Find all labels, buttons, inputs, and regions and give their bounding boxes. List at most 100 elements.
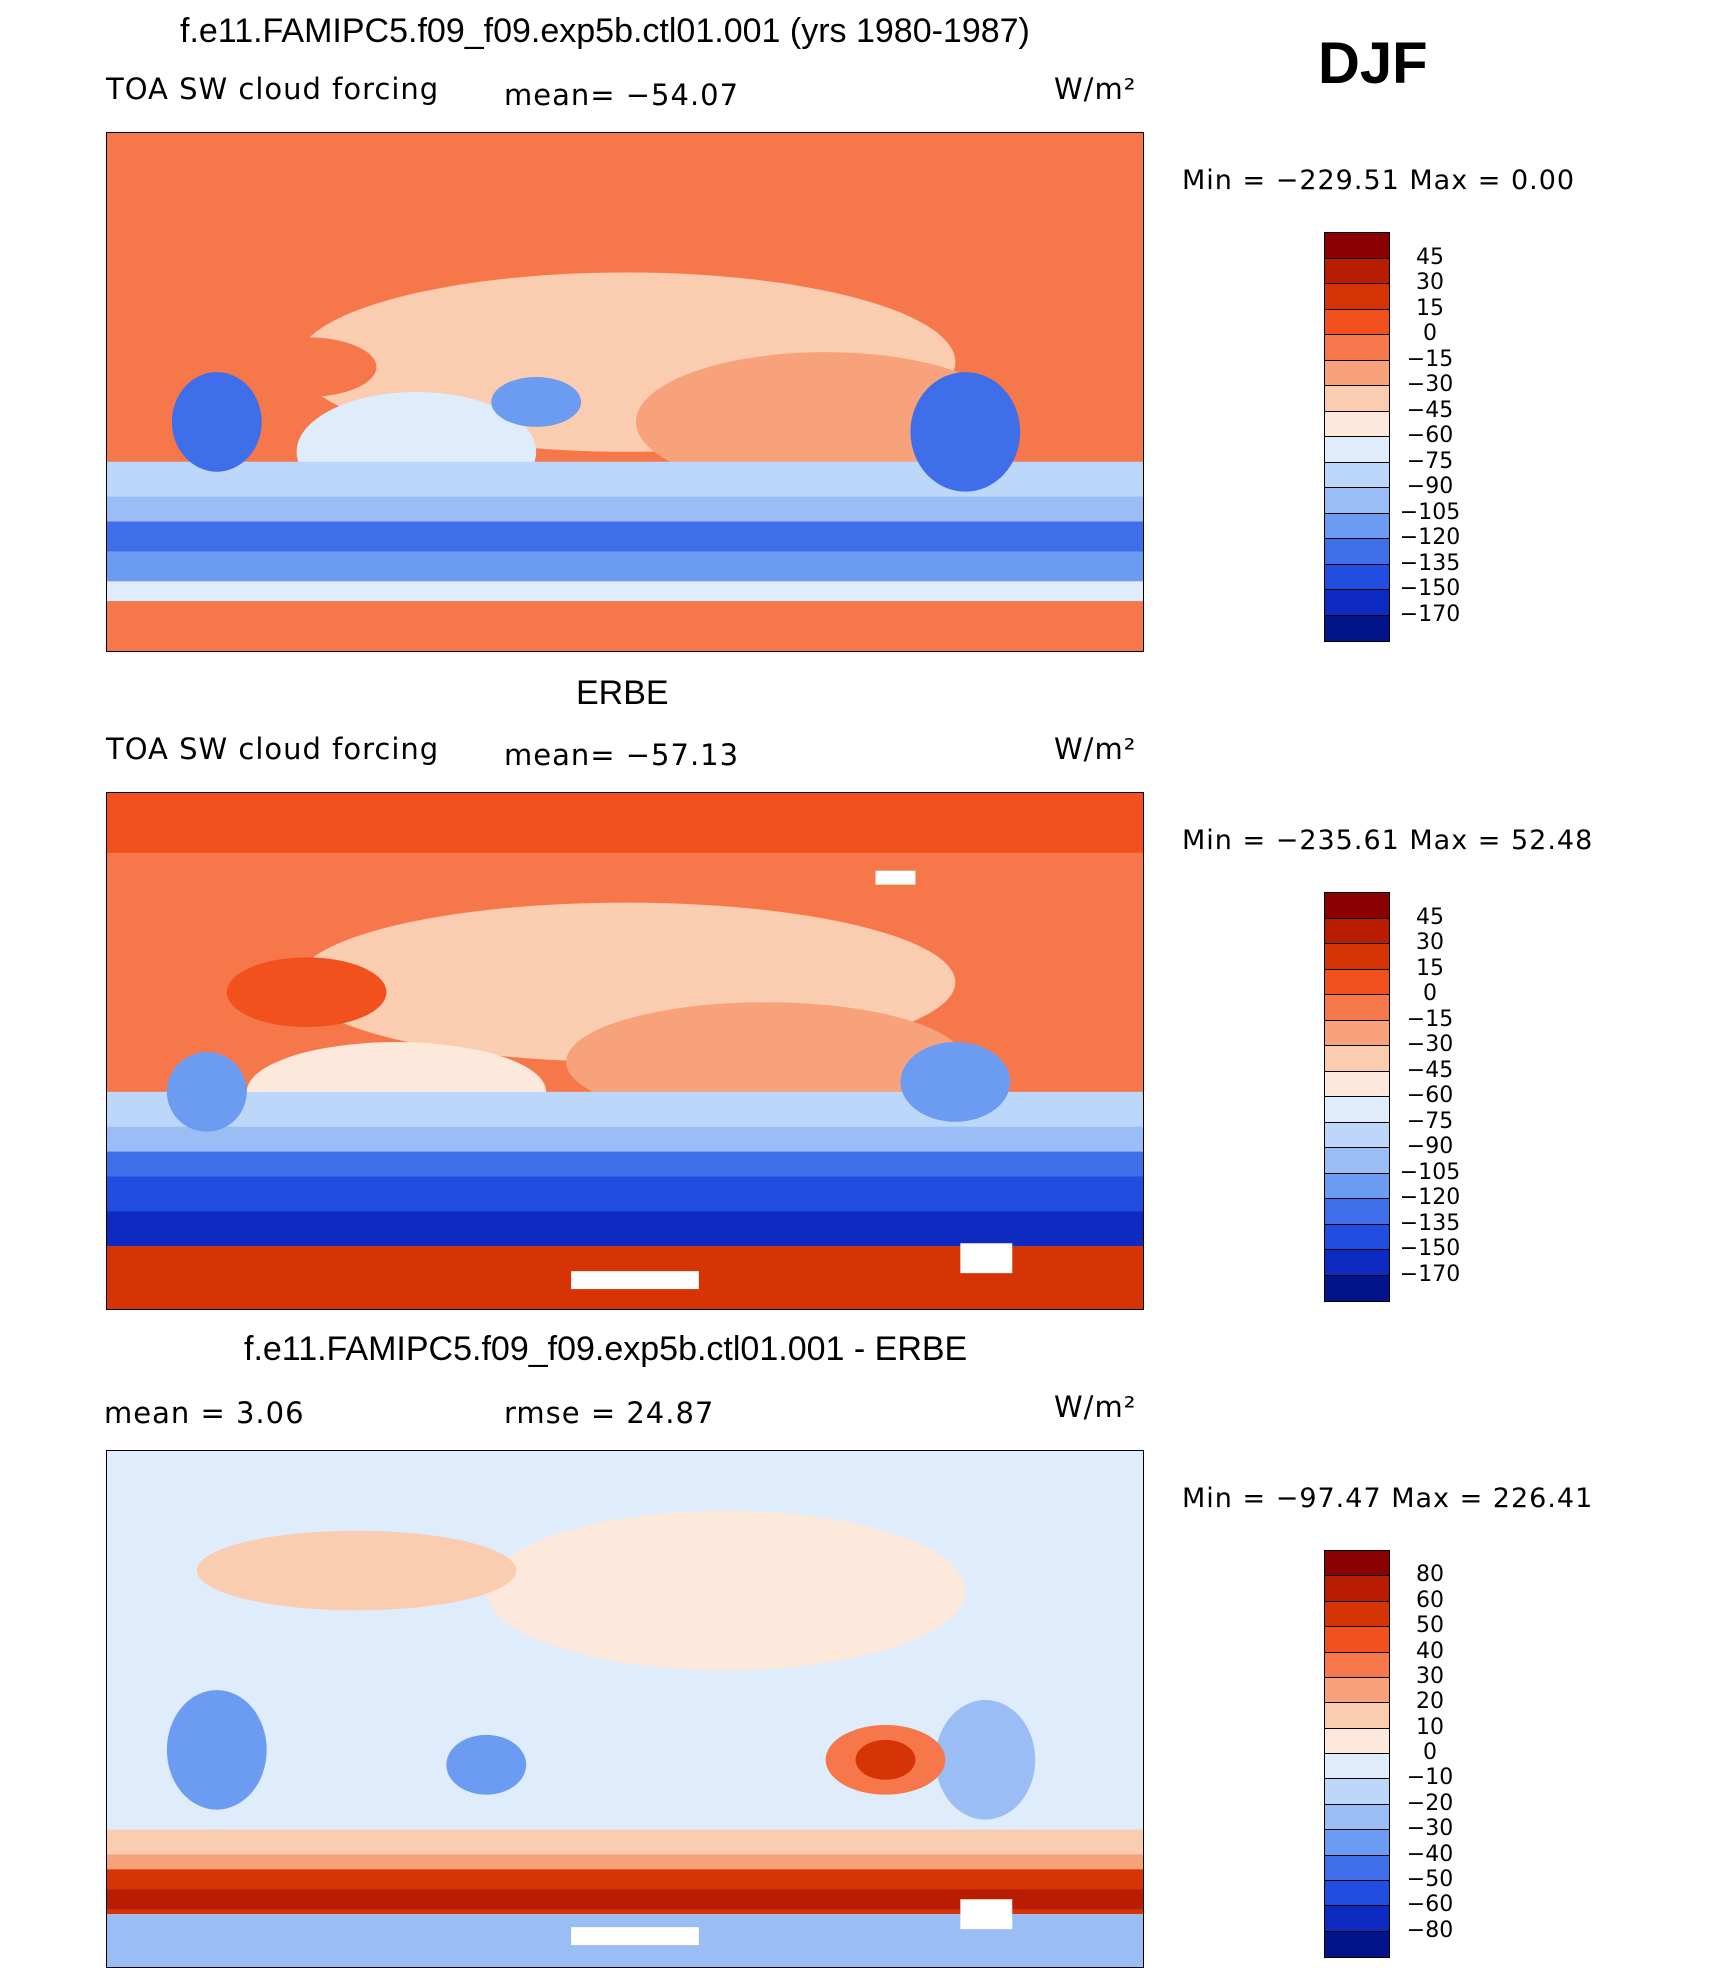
colorbar-swatch bbox=[1325, 488, 1389, 514]
panel-obs-title: ERBE bbox=[576, 674, 669, 712]
colorbar-tick-label: 45 bbox=[1416, 904, 1444, 930]
colorbar-swatch bbox=[1325, 386, 1389, 412]
panel-obs-minmax: Min = −235.61 Max = 52.48 bbox=[1182, 825, 1594, 856]
panel-diff-minmax: Min = −97.47 Max = 226.41 bbox=[1182, 1483, 1594, 1514]
map-diff bbox=[106, 1450, 1144, 1968]
colorbar-swatch bbox=[1325, 918, 1389, 944]
colorbar-swatch bbox=[1325, 1880, 1389, 1907]
colorbar-swatch bbox=[1325, 1275, 1389, 1301]
colorbar-tick-label: 10 bbox=[1416, 1714, 1444, 1740]
colorbar-swatch bbox=[1325, 360, 1389, 386]
colorbar-tick-label: 0 bbox=[1423, 321, 1437, 346]
panel-obs-units: W/m² bbox=[1054, 732, 1137, 766]
colorbar-tick-label: −105 bbox=[1399, 1159, 1461, 1185]
map-obs-field bbox=[107, 793, 1143, 1309]
colorbar-swatch bbox=[1325, 969, 1389, 995]
colorbar-tick-label: 45 bbox=[1416, 244, 1444, 270]
colorbar-swatch bbox=[1325, 1703, 1389, 1729]
colorbar-swatch bbox=[1325, 513, 1389, 539]
colorbar-tick-label: 80 bbox=[1416, 1562, 1444, 1588]
colorbar-swatch bbox=[1325, 1250, 1389, 1276]
colorbar-swatch bbox=[1325, 1754, 1389, 1780]
colorbar-tick-label: 15 bbox=[1416, 295, 1444, 321]
panel-diff-units: W/m² bbox=[1054, 1390, 1137, 1424]
colorbar-tick-label: −45 bbox=[1406, 397, 1454, 423]
panel-obs-variable: TOA SW cloud forcing bbox=[106, 732, 440, 766]
colorbar-diff bbox=[1324, 1550, 1390, 1958]
colorbar-tick-label: −30 bbox=[1406, 1816, 1454, 1842]
colorbar-swatch bbox=[1325, 1122, 1389, 1148]
colorbar-tick-label: −30 bbox=[1406, 372, 1454, 397]
colorbar-swatch bbox=[1325, 309, 1389, 335]
colorbar-tick-label: −105 bbox=[1399, 499, 1461, 525]
colorbar-tick-label: −15 bbox=[1406, 346, 1454, 372]
colorbar-obs bbox=[1324, 892, 1390, 1302]
colorbar-swatch bbox=[1325, 944, 1389, 970]
colorbar-swatch bbox=[1325, 233, 1389, 259]
colorbar-tick-label: −150 bbox=[1399, 576, 1461, 601]
colorbar-tick-label: −20 bbox=[1406, 1790, 1454, 1816]
colorbar-swatch bbox=[1325, 284, 1389, 310]
panel-obs-mean: mean= −57.13 bbox=[504, 738, 740, 772]
colorbar-tick-label: −170 bbox=[1399, 1261, 1461, 1287]
colorbar-swatch bbox=[1325, 995, 1389, 1021]
colorbar-swatch bbox=[1325, 615, 1389, 641]
panel-model-title: f.e11.FAMIPC5.f09_f09.exp5b.ctl01.001 (y… bbox=[180, 12, 1030, 50]
colorbar-swatch bbox=[1325, 1576, 1389, 1602]
map-model-field bbox=[107, 133, 1143, 651]
colorbar-tick-label: −135 bbox=[1399, 1210, 1461, 1236]
map-diff-field bbox=[107, 1451, 1143, 1967]
map-obs bbox=[106, 792, 1144, 1310]
colorbar-swatch bbox=[1325, 1855, 1389, 1881]
colorbar-tick-label: 40 bbox=[1416, 1638, 1444, 1664]
colorbar-tick-label: 30 bbox=[1416, 1663, 1444, 1689]
colorbar-tick-label: −120 bbox=[1399, 1185, 1461, 1210]
colorbar-tick-label: 60 bbox=[1416, 1587, 1444, 1613]
colorbar-tick-label: −60 bbox=[1406, 423, 1454, 448]
colorbar-tick-label: −10 bbox=[1406, 1765, 1454, 1791]
season-label: DJF bbox=[1318, 31, 1428, 96]
colorbar-tick-label: −45 bbox=[1406, 1057, 1454, 1083]
colorbar-tick-label: −15 bbox=[1406, 1006, 1454, 1032]
colorbar-swatch bbox=[1325, 1906, 1389, 1932]
colorbar-swatch bbox=[1325, 1071, 1389, 1097]
colorbar-swatch bbox=[1325, 1627, 1389, 1653]
colorbar-tick-label: −40 bbox=[1406, 1841, 1454, 1867]
colorbar-swatch bbox=[1325, 258, 1389, 284]
colorbar-swatch bbox=[1325, 1728, 1389, 1754]
colorbar-swatch bbox=[1325, 1097, 1389, 1123]
colorbar-tick-label: −135 bbox=[1399, 550, 1461, 576]
colorbar-swatch bbox=[1325, 1199, 1389, 1225]
panel-model-mean: mean= −54.07 bbox=[504, 78, 740, 112]
colorbar-swatch bbox=[1325, 1601, 1389, 1628]
colorbar-swatch bbox=[1325, 1020, 1389, 1046]
colorbar-swatch bbox=[1325, 1046, 1389, 1072]
colorbar-tick-label: 50 bbox=[1416, 1613, 1444, 1639]
colorbar-tick-label: 0 bbox=[1423, 1740, 1437, 1765]
panel-model-minmax: Min = −229.51 Max = 0.00 bbox=[1182, 165, 1576, 196]
colorbar-tick-label: 20 bbox=[1416, 1689, 1444, 1715]
colorbar-swatch bbox=[1325, 335, 1389, 361]
colorbar-swatch bbox=[1325, 1804, 1389, 1831]
colorbar-swatch bbox=[1325, 564, 1389, 590]
colorbar-swatch bbox=[1325, 1677, 1389, 1704]
colorbar-swatch bbox=[1325, 1148, 1389, 1174]
panel-model-variable: TOA SW cloud forcing bbox=[106, 72, 440, 106]
map-model bbox=[106, 132, 1144, 652]
colorbar-swatch bbox=[1325, 1652, 1389, 1678]
colorbar-swatch bbox=[1325, 1830, 1389, 1856]
colorbar-tick-label: −60 bbox=[1406, 1892, 1454, 1918]
panel-diff-rmse: rmse = 24.87 bbox=[504, 1396, 715, 1430]
colorbar-tick-label: −80 bbox=[1406, 1917, 1454, 1943]
colorbar-swatch bbox=[1325, 1779, 1389, 1805]
panel-diff-title: f.e11.FAMIPC5.f09_f09.exp5b.ctl01.001 - … bbox=[244, 1330, 968, 1368]
colorbar-tick-label: 15 bbox=[1416, 955, 1444, 981]
colorbar-swatch bbox=[1325, 590, 1389, 616]
colorbar-model bbox=[1324, 232, 1390, 642]
colorbar-tick-label: −30 bbox=[1406, 1032, 1454, 1057]
colorbar-tick-label: 30 bbox=[1416, 270, 1444, 295]
colorbar-tick-label: −75 bbox=[1406, 1108, 1454, 1134]
colorbar-tick-label: −170 bbox=[1399, 601, 1461, 627]
colorbar-tick-label: −50 bbox=[1406, 1866, 1454, 1892]
colorbar-tick-label: −90 bbox=[1406, 1134, 1454, 1159]
